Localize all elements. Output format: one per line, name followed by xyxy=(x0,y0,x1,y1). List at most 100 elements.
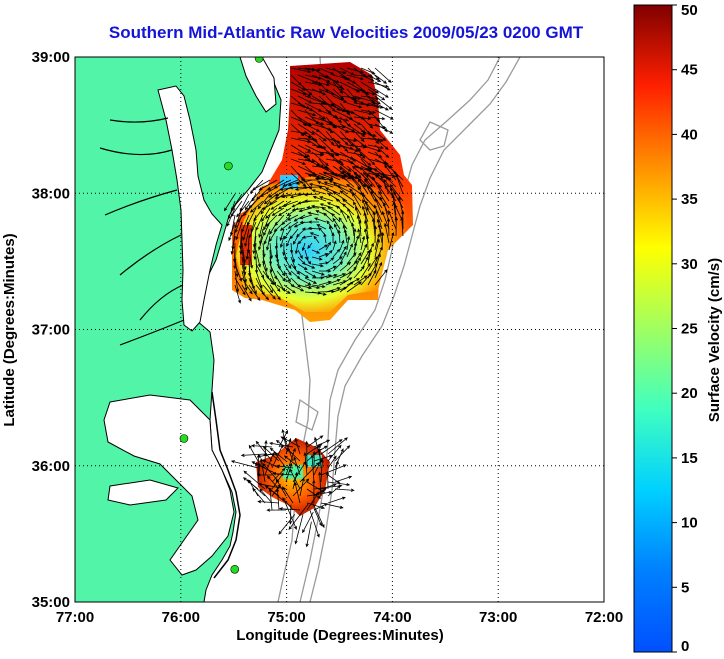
velocity-arrow xyxy=(394,216,398,237)
velocity-arrow xyxy=(309,232,320,237)
velocity-arrow xyxy=(374,88,389,98)
velocity-arrow xyxy=(319,203,334,209)
velocity-arrow xyxy=(323,212,334,223)
station-marker xyxy=(230,564,240,574)
velocity-arrow xyxy=(246,479,266,497)
velocity-arrow xyxy=(325,109,343,124)
velocity-arrow xyxy=(313,445,328,455)
velocity-arrow xyxy=(269,441,294,448)
velocity-arrow xyxy=(292,235,299,245)
velocity-arrow xyxy=(312,479,316,504)
velocity-arrow xyxy=(262,256,268,272)
velocity-arrow xyxy=(313,508,322,527)
velocity-arrow xyxy=(360,130,377,137)
velocity-arrow xyxy=(319,196,334,202)
velocity-arrow xyxy=(271,207,285,216)
velocity-arrow xyxy=(305,440,309,469)
x-tick-label: 73:00 xyxy=(479,609,517,626)
velocity-arrow xyxy=(294,437,301,455)
velocity-arrow xyxy=(374,95,393,110)
velocity-arrow xyxy=(339,277,353,286)
velocity-arrow xyxy=(307,242,313,249)
velocity-arrow xyxy=(224,193,236,212)
velocity-arrow xyxy=(297,151,311,161)
velocity-arrow xyxy=(374,130,387,142)
velocity-arrow xyxy=(347,172,362,188)
velocity-arrow xyxy=(325,144,339,157)
velocity-arrow xyxy=(299,214,313,220)
velocity-arrow xyxy=(290,284,305,292)
velocity-arrow xyxy=(365,183,376,202)
x-axis-ticks: 77:00 76:00 75:00 74:00 73:00 72:00 xyxy=(56,609,623,626)
velocity-arrow xyxy=(302,185,320,190)
colorbar-tick-label: 45 xyxy=(681,62,698,79)
velocity-arrow xyxy=(311,95,327,105)
velocity-arrow xyxy=(339,190,355,202)
velocity-arrow xyxy=(297,277,312,286)
grid-lines xyxy=(75,57,604,602)
velocity-arrow xyxy=(367,130,379,145)
velocity-arrow xyxy=(363,211,369,230)
velocity-arrow xyxy=(243,470,266,490)
velocity-arrow xyxy=(374,144,390,159)
velocity-arrow xyxy=(360,191,369,209)
velocity-arrow xyxy=(259,488,273,504)
x-axis-label: Longitude (Degrees:Minutes) xyxy=(236,627,444,644)
velocity-arrow xyxy=(290,67,312,74)
velocity-arrow xyxy=(304,158,321,167)
velocity-arrow xyxy=(360,74,375,82)
velocity-arrow xyxy=(289,468,301,490)
velocity-arrow xyxy=(280,436,301,448)
velocity-arrow xyxy=(332,137,349,152)
colorbar-tick-label: 20 xyxy=(681,385,698,402)
velocity-arrow xyxy=(388,210,397,230)
velocity-arrow xyxy=(301,242,306,252)
velocity-arrow xyxy=(351,222,355,237)
velocity-arrow xyxy=(297,144,312,152)
velocity-arrow xyxy=(269,277,281,293)
velocity-arrow xyxy=(244,193,257,211)
velocity-arrow xyxy=(245,242,250,261)
velocity-arrow xyxy=(297,109,317,117)
velocity-arrow xyxy=(346,130,367,136)
velocity-arrow xyxy=(311,501,325,529)
velocity-arrow xyxy=(360,88,376,105)
velocity-arrow xyxy=(367,248,372,265)
velocity-arrow xyxy=(311,116,334,125)
velocity-arrow xyxy=(281,193,299,199)
velocity-arrow xyxy=(353,151,372,166)
velocity-arrow xyxy=(248,444,259,462)
velocity-arrow xyxy=(263,228,271,245)
velocity-arrow xyxy=(374,67,392,83)
velocity-arrow xyxy=(291,200,306,208)
velocity-vectors-south xyxy=(230,428,355,548)
velocity-arrow xyxy=(274,214,285,227)
velocity-arrow xyxy=(334,488,355,492)
velocity-arrow xyxy=(271,467,286,483)
velocity-arrow xyxy=(386,217,391,237)
velocity-arrow xyxy=(371,217,376,237)
velocity-arrow xyxy=(297,130,312,139)
velocity-arrow xyxy=(263,214,271,231)
velocity-arrow xyxy=(290,263,300,275)
velocity-arrow xyxy=(269,263,277,280)
velocity-arrow xyxy=(334,460,339,476)
velocity-arrow xyxy=(288,503,309,531)
velocity-arrow xyxy=(318,253,329,258)
velocity-arrow xyxy=(283,256,292,270)
velocity-arrow xyxy=(252,487,266,504)
velocity-arrow xyxy=(235,221,243,241)
colorbar-ticks: 0 5 10 15 20 25 30 35 40 45 50 xyxy=(672,2,698,655)
velocity-arrow xyxy=(377,223,383,244)
velocity-arrow xyxy=(283,284,296,294)
velocity-arrow xyxy=(342,198,355,209)
velocity-arrow xyxy=(248,249,254,269)
velocity-arrow xyxy=(313,439,331,448)
velocity-arrow xyxy=(290,158,307,165)
velocity-arrow xyxy=(293,214,306,222)
velocity-arrow xyxy=(320,458,324,483)
velocity-arrow xyxy=(294,481,301,504)
velocity-arrow xyxy=(253,207,264,222)
delaware-bay xyxy=(239,57,277,113)
velocity-arrow xyxy=(332,116,350,122)
